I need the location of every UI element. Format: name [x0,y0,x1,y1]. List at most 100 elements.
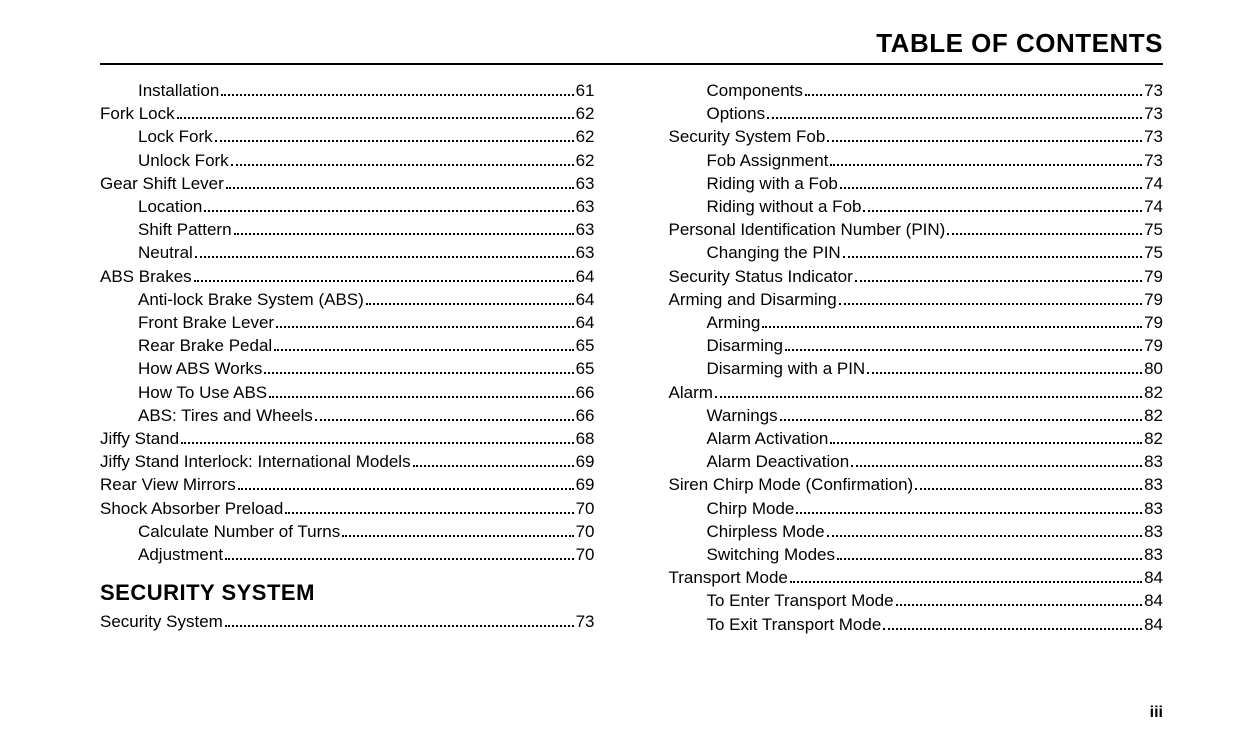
toc-entry-page: 83 [1144,543,1163,566]
toc-entry-title: Siren Chirp Mode (Confirmation) [669,473,914,496]
toc-entry: Security System 73 [100,610,595,633]
toc-entry-title: To Exit Transport Mode [707,613,882,636]
toc-entry: Arming and Disarming 79 [669,288,1164,311]
toc-entry-title: Alarm [669,381,713,404]
toc-entry-title: Arming and Disarming [669,288,837,311]
toc-leader-dots [274,349,573,351]
toc-entry-page: 64 [576,288,595,311]
toc-entry: Warnings82 [707,404,1164,427]
toc-entry: Riding with a Fob74 [707,172,1164,195]
toc-entry-title: Lock Fork [138,125,213,148]
toc-leader-dots [204,210,573,212]
toc-leader-dots [767,117,1142,119]
toc-entry-page: 82 [1144,404,1163,427]
toc-entry-title: Security System Fob [669,125,826,148]
toc-leader-dots [827,535,1142,537]
toc-entry: To Enter Transport Mode 84 [707,589,1164,612]
toc-entry: Changing the PIN75 [707,241,1164,264]
toc-entry: Disarming with a PIN80 [707,357,1164,380]
toc-entry-page: 64 [576,311,595,334]
toc-entry: Gear Shift Lever63 [100,172,595,195]
toc-entry-title: Location [138,195,202,218]
toc-entry-title: Changing the PIN [707,241,841,264]
toc-leader-dots [830,164,1142,166]
toc-leader-dots [827,140,1142,142]
toc-entry: Adjustment 70 [138,543,595,566]
toc-entry: Alarm 82 [669,381,1164,404]
toc-entry-page: 70 [576,520,595,543]
toc-leader-dots [177,117,574,119]
toc-entry-page: 63 [576,241,595,264]
toc-leader-dots [226,187,574,189]
toc-leader-dots [762,326,1142,328]
toc-leader-dots [215,140,574,142]
toc-entry-page: 63 [576,218,595,241]
toc-entry: ABS: Tires and Wheels 66 [138,404,595,427]
toc-entry-page: 79 [1144,288,1163,311]
toc-entry: Calculate Number of Turns70 [138,520,595,543]
toc-leader-dots [225,625,574,627]
toc-entry: Components 73 [707,79,1164,102]
toc-entry-title: ABS: Tires and Wheels [138,404,313,427]
toc-entry-title: Components [707,79,803,102]
toc-entry-page: 63 [576,195,595,218]
toc-entry-page: 84 [1144,613,1163,636]
toc-entry-title: Shift Pattern [138,218,232,241]
toc-entry-page: 79 [1144,334,1163,357]
toc-entry: Lock Fork62 [138,125,595,148]
toc-entry: Transport Mode84 [669,566,1164,589]
toc-entry-page: 82 [1144,427,1163,450]
toc-entry-page: 66 [576,404,595,427]
toc-entry-page: 66 [576,381,595,404]
toc-leader-dots [883,628,1142,630]
toc-entry-page: 82 [1144,381,1163,404]
toc-leader-dots [413,465,574,467]
toc-entry-page: 73 [1144,149,1163,172]
toc-entry-title: Arming [707,311,761,334]
toc-entry-title: Jiffy Stand Interlock: International Mod… [100,450,411,473]
toc-entry: Installation 61 [138,79,595,102]
toc-leader-dots [231,164,574,166]
toc-entry: Shock Absorber Preload70 [100,497,595,520]
toc-entry: Front Brake Lever64 [138,311,595,334]
toc-entry-page: 80 [1144,357,1163,380]
toc-entry: Riding without a Fob 74 [707,195,1164,218]
toc-entry-title: Security Status Indicator [669,265,853,288]
toc-entry-title: Riding without a Fob [707,195,862,218]
toc-entry-page: 83 [1144,450,1163,473]
toc-entry-title: Adjustment [138,543,223,566]
toc-entry-page: 70 [576,543,595,566]
toc-entry-page: 79 [1144,265,1163,288]
toc-entry: Rear View Mirrors69 [100,473,595,496]
toc-entry-page: 75 [1144,218,1163,241]
toc-entry-title: To Enter Transport Mode [707,589,894,612]
toc-entry: How To Use ABS66 [138,381,595,404]
toc-entry-title: Chirp Mode [707,497,795,520]
toc-entry: Fob Assignment 73 [707,149,1164,172]
toc-leader-dots [342,535,573,537]
toc-entry-title: Rear Brake Pedal [138,334,272,357]
toc-entry-page: 64 [576,265,595,288]
toc-leader-dots [863,210,1142,212]
toc-entry-title: ABS Brakes [100,265,192,288]
toc-leader-dots [264,372,573,374]
toc-entry-title: Fob Assignment [707,149,829,172]
toc-leader-dots [839,303,1142,305]
toc-entry-page: 73 [576,610,595,633]
toc-entry-page: 61 [576,79,595,102]
toc-leader-dots [896,604,1142,606]
toc-entry-page: 84 [1144,589,1163,612]
toc-entry: Shift Pattern 63 [138,218,595,241]
toc-entry: Switching Modes83 [707,543,1164,566]
toc-leader-dots [221,94,573,96]
toc-entry-page: 74 [1144,195,1163,218]
toc-leader-dots [234,233,574,235]
toc-leader-dots [796,512,1142,514]
toc-entry-title: Security System [100,610,223,633]
toc-leader-dots [790,581,1142,583]
toc-entry-title: Alarm Activation [707,427,829,450]
toc-columns: Installation61Fork Lock62Lock Fork62Unlo… [100,79,1163,636]
toc-entry-title: Installation [138,79,219,102]
toc-column-left: Installation61Fork Lock62Lock Fork62Unlo… [100,79,595,636]
toc-entry-page: 73 [1144,79,1163,102]
